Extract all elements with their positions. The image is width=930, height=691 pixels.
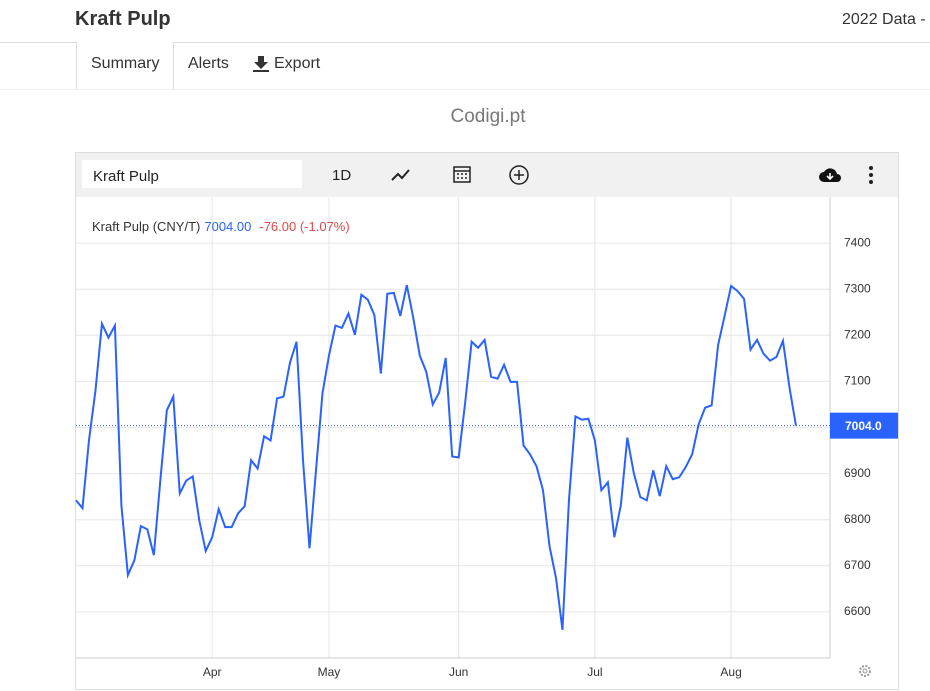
- calendar-icon[interactable]: [452, 164, 472, 184]
- symbol-text: Kraft Pulp: [93, 168, 159, 185]
- legend: Kraft Pulp (CNY/T) 7004.00 -76.00 (-1.07%): [92, 219, 350, 234]
- legend-change: -76.00 (-1.07%): [259, 219, 349, 234]
- menu-icon[interactable]: [866, 164, 876, 186]
- x-tick-label: Jun: [449, 665, 468, 679]
- download-icon: [253, 56, 269, 72]
- interval[interactable]: 1D: [332, 167, 352, 184]
- y-tick-label: 6900: [844, 466, 871, 480]
- y-tick-label: 6800: [844, 512, 871, 526]
- y-tick-label: 7300: [844, 281, 871, 295]
- y-tick-label: 7100: [844, 374, 871, 388]
- divider: [0, 89, 930, 90]
- tab[interactable]: Summary: [91, 55, 160, 72]
- symbol-input[interactable]: [82, 160, 302, 188]
- legend-last: 7004.00: [204, 219, 251, 234]
- page-title: Kraft Pulp: [75, 8, 171, 30]
- tab[interactable]: Export: [274, 55, 321, 72]
- brand: Codigi.pt: [450, 106, 526, 127]
- tab[interactable]: Alerts: [188, 55, 229, 72]
- settings-icon[interactable]: [856, 662, 874, 680]
- legend-name: Kraft Pulp (CNY/T): [92, 219, 200, 234]
- header: [0, 0, 930, 43]
- x-tick-label: Jul: [587, 665, 602, 679]
- y-tick-label: 7400: [844, 235, 871, 249]
- x-tick-label: Aug: [720, 665, 741, 679]
- x-tick-label: Apr: [203, 665, 222, 679]
- cloud-download-icon[interactable]: [818, 165, 842, 185]
- x-tick-label: May: [318, 665, 341, 679]
- y-tick-label: 6600: [844, 604, 871, 618]
- chart-box: [75, 152, 899, 690]
- last-price-label: 7004.0: [845, 419, 882, 433]
- chart-type-icon[interactable]: [390, 165, 412, 185]
- y-tick-label: 7200: [844, 327, 871, 341]
- header-right: 2022 Data -: [842, 11, 926, 28]
- last-price-box: [830, 412, 898, 439]
- active-tab-box: [76, 42, 174, 89]
- price-line: [75, 284, 797, 631]
- y-tick-label: 6700: [844, 558, 871, 572]
- add-icon[interactable]: [508, 164, 530, 186]
